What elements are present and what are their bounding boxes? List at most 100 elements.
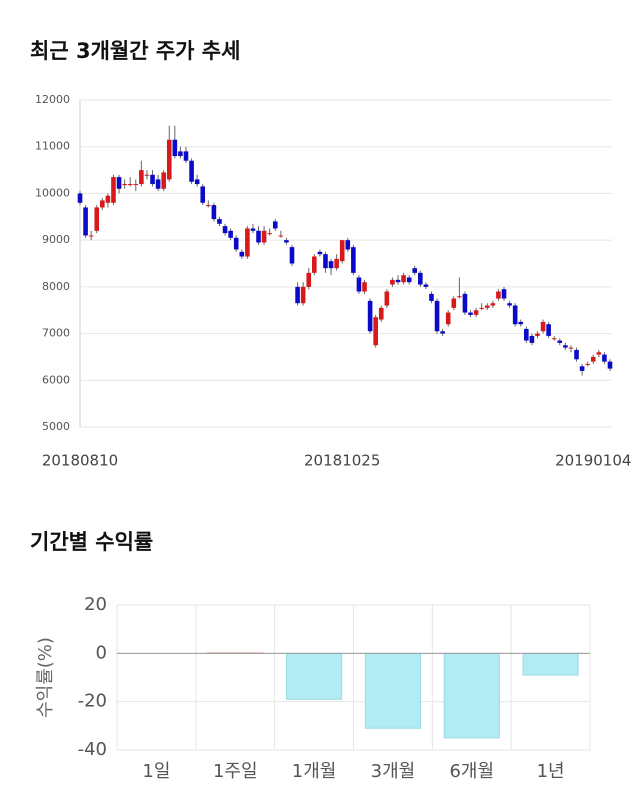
candle-body (607, 361, 613, 369)
candle-body (395, 279, 401, 283)
y-tick-label: -20 (78, 691, 107, 712)
candle-body (323, 254, 328, 269)
candle-body (551, 338, 557, 340)
candle-body (351, 247, 356, 273)
candle-body (579, 366, 585, 371)
candle-body (535, 333, 540, 336)
candle-body (233, 237, 239, 250)
candle-body (306, 272, 312, 287)
candle-body (602, 354, 607, 362)
bar (285, 652, 343, 700)
candle-body (144, 174, 150, 176)
candle-body (122, 184, 127, 186)
candle-body (272, 221, 278, 229)
candle-body (529, 335, 535, 343)
candle-body (295, 286, 300, 304)
candle-body (328, 261, 334, 269)
candle-body (83, 207, 88, 236)
bar (522, 652, 579, 676)
chart-title: 최근 3개월간 주가 추세 (30, 39, 240, 63)
candle-body (261, 230, 267, 243)
candle-body (222, 226, 228, 234)
candle-body (155, 179, 161, 189)
x-tick-label: 1개월 (292, 761, 337, 782)
candle-body (239, 251, 245, 257)
candle-body (507, 303, 512, 306)
candle-body (378, 307, 384, 320)
candle-body (278, 235, 284, 237)
candle-body (289, 247, 295, 264)
candle-body (585, 363, 590, 365)
x-tick-label: 6개월 (449, 761, 494, 782)
candle-body (206, 205, 211, 207)
y-tick-label: 5000 (42, 420, 70, 433)
y-tick-label: 10000 (35, 186, 70, 199)
candle-body (250, 228, 256, 231)
candle-body (345, 240, 351, 250)
x-tick-label: 3개월 (371, 761, 416, 782)
candle-body (105, 195, 111, 203)
candle-body (166, 139, 172, 180)
y-tick-label: 7000 (42, 327, 70, 340)
y-tick-label: 8000 (42, 280, 70, 293)
x-tick-label: 20190104 (555, 452, 631, 470)
x-tick-label: 1주일 (213, 761, 258, 782)
candle-body (317, 251, 323, 255)
candle-body (116, 177, 122, 189)
candle-body (362, 282, 367, 292)
candle-body (390, 279, 395, 285)
candle-body (440, 331, 445, 334)
candle-body (540, 321, 546, 332)
candle-body (468, 312, 473, 315)
candle-body (501, 289, 507, 299)
candle-body (512, 305, 518, 325)
candle-body (150, 174, 155, 185)
y-tick-label: 12000 (35, 93, 70, 106)
candle-body (356, 277, 362, 292)
candle-body (373, 317, 378, 346)
bar (443, 652, 500, 739)
candle-body (127, 184, 133, 186)
candle-body (451, 298, 457, 308)
candle-body (300, 286, 306, 304)
x-tick-label: 20180810 (42, 452, 118, 470)
candle-body (490, 303, 496, 306)
candle-body (406, 277, 412, 283)
x-tick-label: 1년 (537, 761, 565, 782)
candle-body (88, 235, 94, 237)
candle-body (312, 256, 317, 273)
candle-body (596, 352, 602, 355)
candle-body (189, 160, 194, 182)
candle-body (200, 186, 206, 203)
candle-body (139, 170, 144, 185)
y-axis-label: 수익률(%) (35, 637, 56, 718)
candle-body (228, 230, 233, 238)
candle-body (133, 184, 139, 186)
candle-body (462, 293, 468, 313)
candle-body (546, 324, 551, 336)
candle-body (94, 207, 100, 231)
candle-body (183, 151, 189, 161)
y-tick-label: 6000 (42, 373, 70, 386)
candle-body (217, 219, 222, 224)
candle-body (418, 272, 423, 285)
y-tick-label: 11000 (35, 140, 70, 153)
candle-body (284, 240, 289, 243)
candle-body (563, 345, 568, 348)
candle-body (423, 284, 429, 287)
candle-body (211, 205, 217, 220)
candle-body (518, 321, 524, 325)
candle-body (245, 228, 250, 257)
y-tick-label: 9000 (42, 233, 70, 246)
candle-body (384, 291, 390, 306)
candle-body (484, 305, 490, 308)
candle-body (267, 233, 272, 235)
candle-body (334, 258, 339, 269)
candle-body (111, 177, 116, 203)
y-tick-label: -40 (78, 739, 107, 760)
candle-body (568, 347, 574, 349)
candle-body (367, 300, 373, 332)
candle-body (445, 312, 451, 325)
candle-body (457, 296, 462, 298)
